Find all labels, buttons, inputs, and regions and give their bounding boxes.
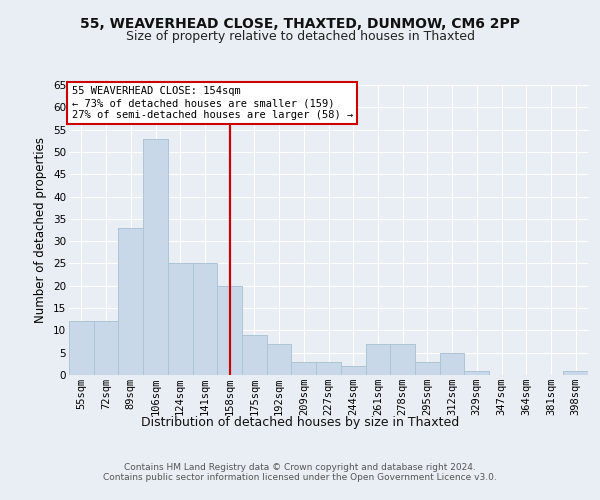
- Bar: [415, 362, 440, 375]
- Bar: [464, 370, 489, 375]
- Bar: [118, 228, 143, 375]
- Bar: [69, 322, 94, 375]
- Bar: [316, 362, 341, 375]
- Bar: [390, 344, 415, 375]
- Bar: [415, 362, 440, 375]
- Bar: [168, 264, 193, 375]
- Text: 55, WEAVERHEAD CLOSE, THAXTED, DUNMOW, CM6 2PP: 55, WEAVERHEAD CLOSE, THAXTED, DUNMOW, C…: [80, 18, 520, 32]
- Bar: [217, 286, 242, 375]
- Bar: [118, 228, 143, 375]
- Bar: [242, 335, 267, 375]
- Text: Size of property relative to detached houses in Thaxted: Size of property relative to detached ho…: [125, 30, 475, 43]
- Bar: [440, 352, 464, 375]
- Bar: [94, 322, 118, 375]
- Bar: [94, 322, 118, 375]
- Bar: [390, 344, 415, 375]
- Bar: [341, 366, 365, 375]
- Bar: [292, 362, 316, 375]
- Bar: [242, 335, 267, 375]
- Bar: [292, 362, 316, 375]
- Bar: [464, 370, 489, 375]
- Bar: [341, 366, 365, 375]
- Bar: [193, 264, 217, 375]
- Bar: [316, 362, 341, 375]
- Bar: [217, 286, 242, 375]
- Bar: [143, 138, 168, 375]
- Bar: [365, 344, 390, 375]
- Bar: [267, 344, 292, 375]
- Bar: [440, 352, 464, 375]
- Bar: [193, 264, 217, 375]
- Bar: [143, 138, 168, 375]
- Bar: [563, 370, 588, 375]
- Text: Distribution of detached houses by size in Thaxted: Distribution of detached houses by size …: [141, 416, 459, 429]
- Text: Contains HM Land Registry data © Crown copyright and database right 2024.
Contai: Contains HM Land Registry data © Crown c…: [103, 463, 497, 482]
- Text: 55 WEAVERHEAD CLOSE: 154sqm
← 73% of detached houses are smaller (159)
27% of se: 55 WEAVERHEAD CLOSE: 154sqm ← 73% of det…: [71, 86, 353, 120]
- Bar: [563, 370, 588, 375]
- Bar: [267, 344, 292, 375]
- Bar: [69, 322, 94, 375]
- Y-axis label: Number of detached properties: Number of detached properties: [34, 137, 47, 323]
- Bar: [168, 264, 193, 375]
- Bar: [365, 344, 390, 375]
